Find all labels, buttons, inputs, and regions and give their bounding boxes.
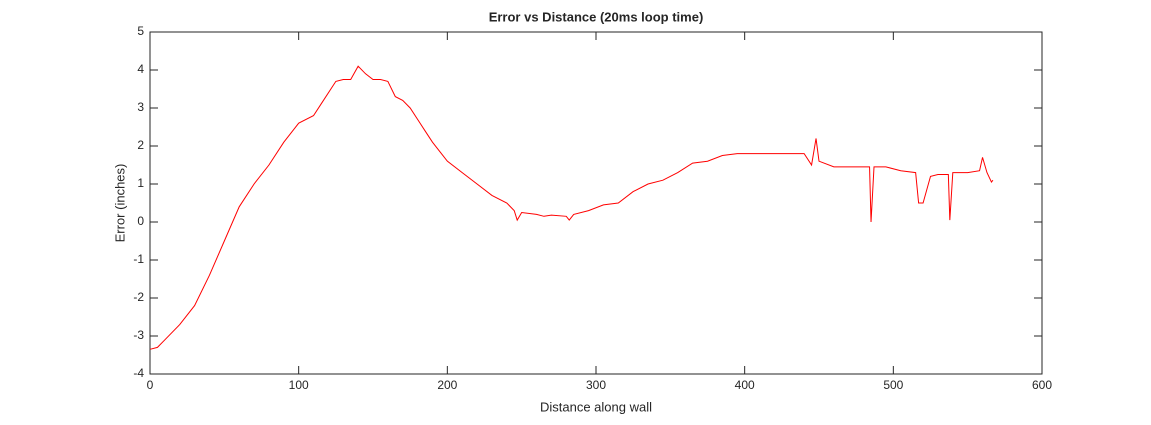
- x-tick-label: 500: [883, 378, 903, 392]
- x-tick-label: 400: [735, 378, 755, 392]
- y-tick-label: 4: [137, 62, 144, 76]
- x-tick-label: 0: [147, 378, 154, 392]
- x-tick-label: 300: [586, 378, 606, 392]
- data-line: [149, 65, 994, 350]
- y-tick-label: -1: [133, 252, 144, 266]
- x-axis-label: Distance along wall: [540, 399, 652, 414]
- y-tick-label: 2: [137, 138, 144, 152]
- x-tick-label: 100: [289, 378, 309, 392]
- y-tick-label: -3: [133, 328, 144, 342]
- x-tick-label: 200: [437, 378, 457, 392]
- chart-title: Error vs Distance (20ms loop time): [489, 9, 704, 24]
- y-tick-label: -2: [133, 290, 144, 304]
- y-tick-label: -4: [133, 366, 144, 380]
- y-tick-label: 0: [137, 214, 144, 228]
- y-tick-label: 3: [137, 100, 144, 114]
- y-tick-label: 5: [137, 24, 144, 38]
- x-tick-label: 600: [1032, 378, 1052, 392]
- y-axis-label: Error (inches): [112, 164, 127, 243]
- y-tick-label: 1: [137, 176, 144, 190]
